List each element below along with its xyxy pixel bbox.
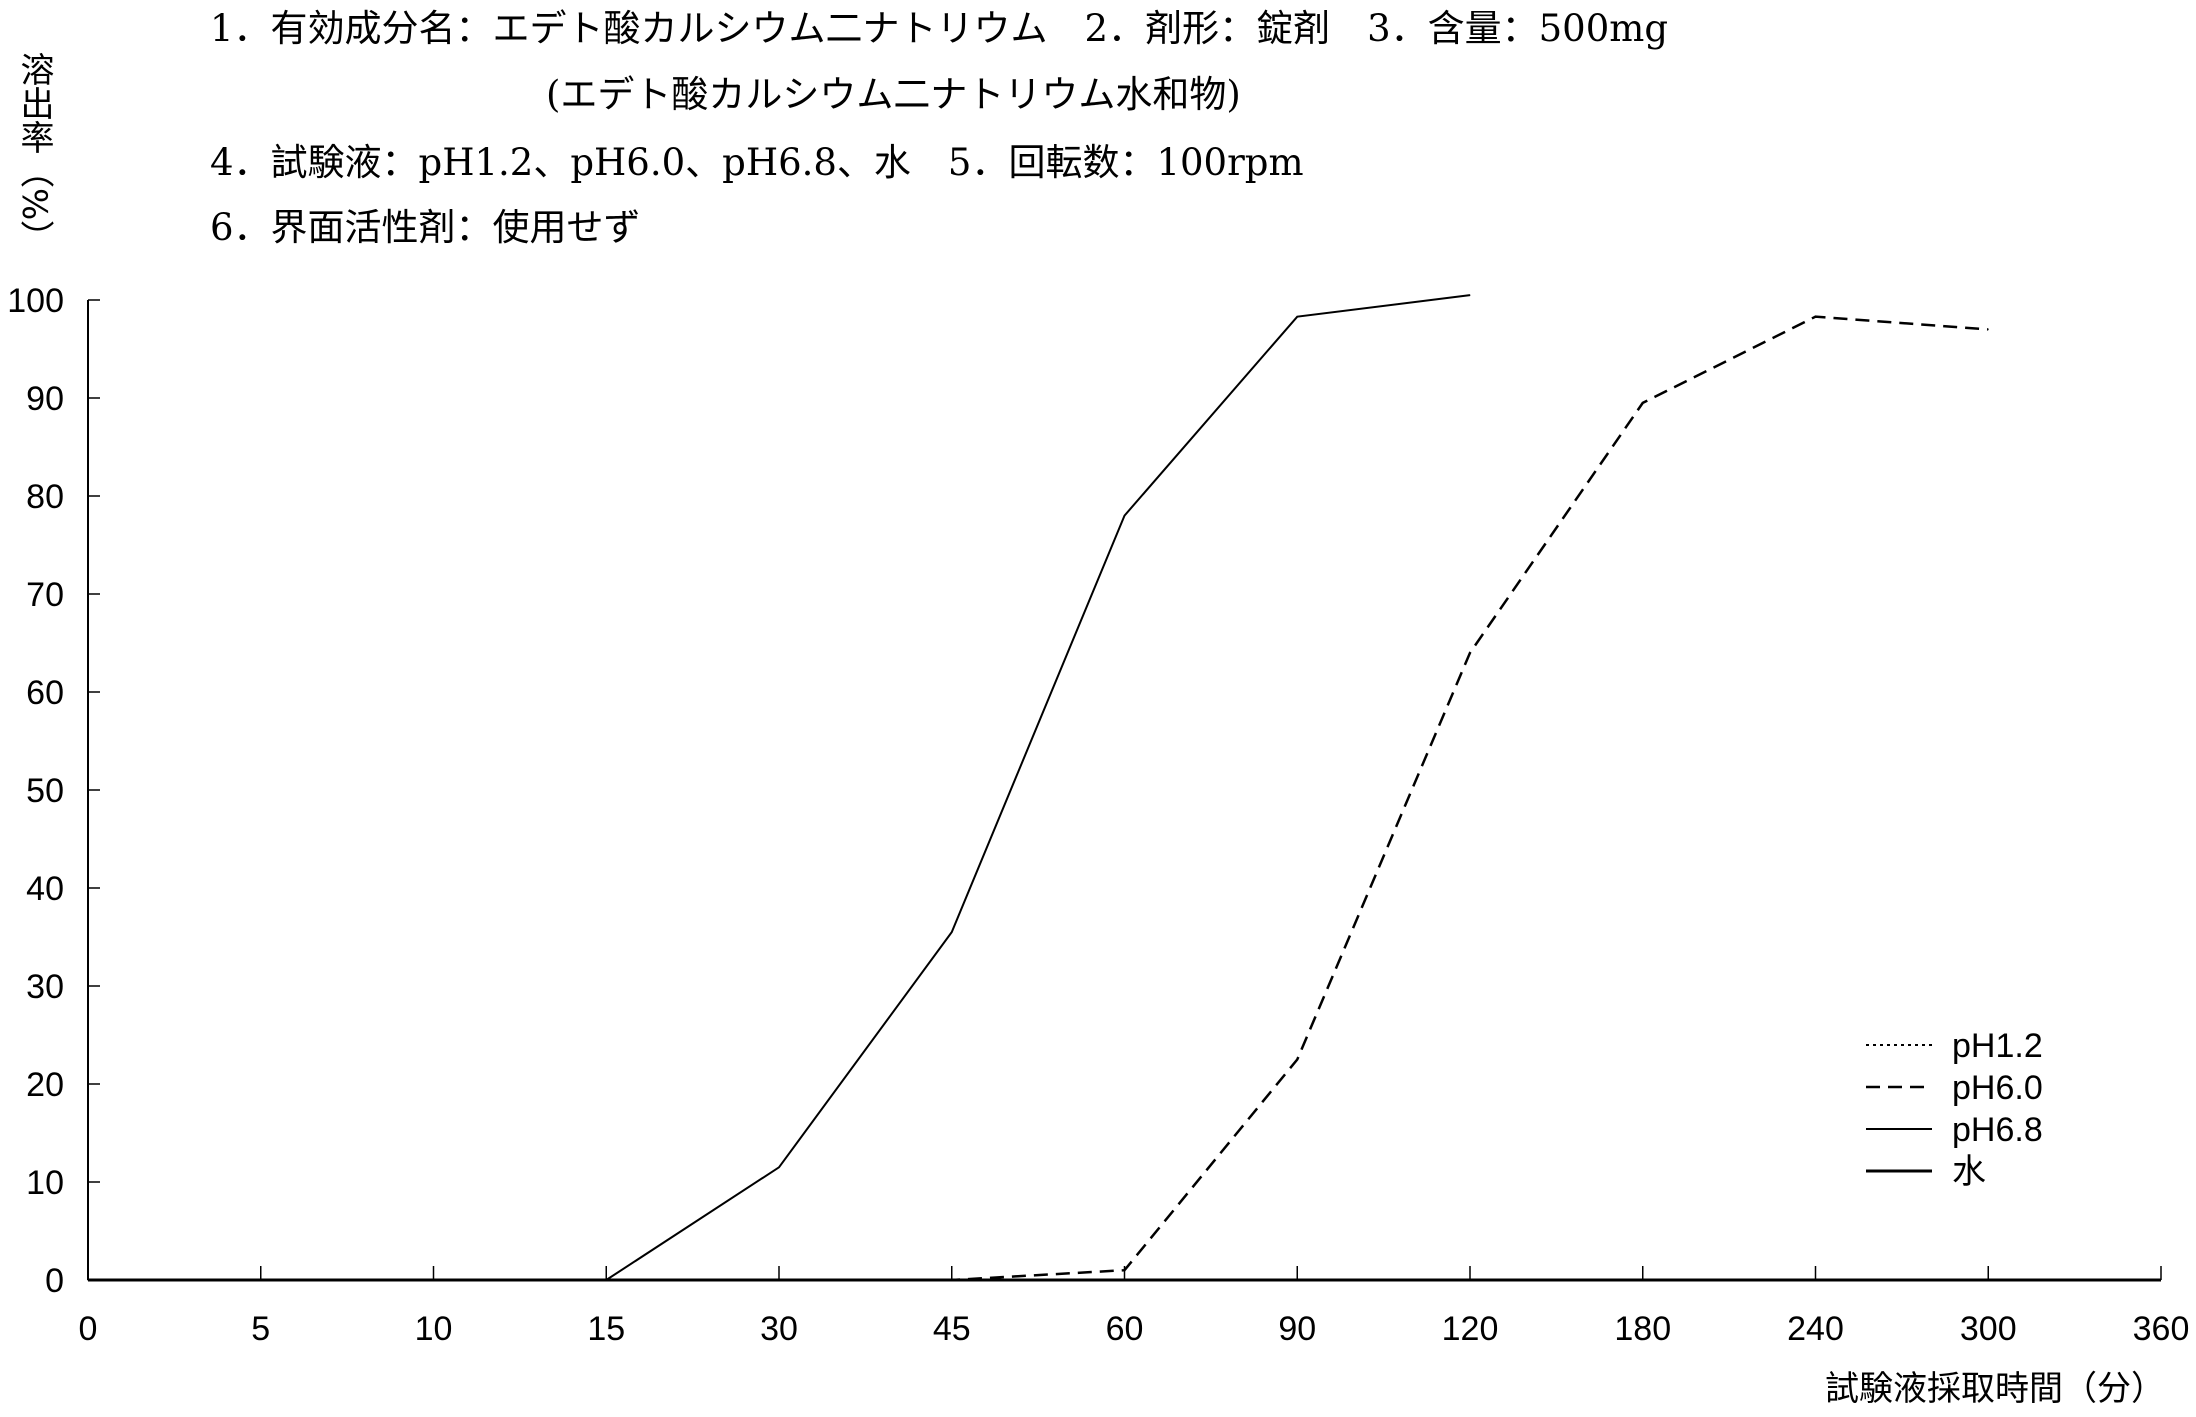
y-tick-label: 100 xyxy=(7,282,64,320)
x-tick-label: 300 xyxy=(1960,1310,2017,1348)
y-axis-label: 溶出率（%） xyxy=(14,52,54,255)
data-point xyxy=(1987,328,1989,330)
data-point xyxy=(951,931,953,933)
x-tick-label: 45 xyxy=(933,1310,971,1348)
x-tick-label: 120 xyxy=(1442,1310,1499,1348)
x-tick-label: 90 xyxy=(1278,1310,1316,1348)
x-tick-label: 15 xyxy=(587,1310,625,1348)
y-tick-label: 70 xyxy=(26,576,64,614)
data-point xyxy=(1642,402,1644,404)
y-tick-label: 90 xyxy=(26,380,64,418)
data-point xyxy=(1469,1279,1471,1281)
x-tick-label: 60 xyxy=(1106,1310,1144,1348)
x-tick-label: 0 xyxy=(79,1310,98,1348)
data-point xyxy=(433,1279,434,1281)
header-line-4: 6．界面活性剤：使用せず xyxy=(210,206,641,249)
legend-label: pH6.8 xyxy=(1952,1111,2043,1149)
x-tick-label: 30 xyxy=(760,1310,798,1348)
x-tick-label: 5 xyxy=(251,1310,270,1348)
data-point xyxy=(1124,1269,1125,1271)
x-axis-label: 試験液採取時間（分） xyxy=(1825,1370,2165,1408)
data-point xyxy=(778,1166,780,1168)
legend-label: 水 xyxy=(1952,1153,1986,1191)
data-point xyxy=(1815,1279,1816,1281)
data-point xyxy=(605,1279,607,1281)
data-point xyxy=(778,1279,780,1281)
header-line-3: 4．試験液：pH1.2、pH6.0、pH6.8、水 5．回転数：100rpm xyxy=(210,141,1304,184)
header-line-2: (エデト酸カルシウム二ナトリウム水和物) xyxy=(546,73,1241,116)
series-line-pH6.8 xyxy=(88,294,1471,1281)
y-tick-label: 50 xyxy=(26,772,64,810)
data-point xyxy=(1815,316,1816,318)
data-point xyxy=(1469,294,1471,296)
data-point xyxy=(260,1279,262,1281)
y-tick-label: 0 xyxy=(45,1262,64,1300)
data-point xyxy=(1296,1279,1298,1281)
x-tick-label: 10 xyxy=(415,1310,453,1348)
x-tick-label: 360 xyxy=(2133,1310,2190,1348)
legend-label: pH1.2 xyxy=(1952,1027,2043,1065)
data-point xyxy=(1296,316,1298,318)
data-point xyxy=(1987,1279,1989,1281)
data-point xyxy=(87,1279,89,1281)
x-tick-label: 240 xyxy=(1787,1310,1844,1348)
series-line-pH6.0 xyxy=(88,315,1989,1282)
legend-label: pH6.0 xyxy=(1952,1069,2043,1107)
y-tick-label: 40 xyxy=(26,870,64,908)
x-tick-label: 180 xyxy=(1614,1310,1671,1348)
y-tick-label: 20 xyxy=(26,1066,64,1104)
data-point xyxy=(1124,515,1125,517)
data-point xyxy=(951,1279,953,1281)
y-tick-label: 80 xyxy=(26,478,64,516)
y-tick-label: 30 xyxy=(26,968,64,1006)
data-point xyxy=(1642,1279,1644,1281)
y-tick-label: 60 xyxy=(26,674,64,712)
y-tick-label: 10 xyxy=(26,1164,64,1202)
data-point xyxy=(1469,652,1471,654)
data-point xyxy=(1296,1059,1298,1060)
header-line-1: 1．有効成分名：エデト酸カルシウム二ナトリウム 2．剤形：錠剤 3．含量：500… xyxy=(210,7,1669,50)
data-point xyxy=(1124,1279,1125,1281)
